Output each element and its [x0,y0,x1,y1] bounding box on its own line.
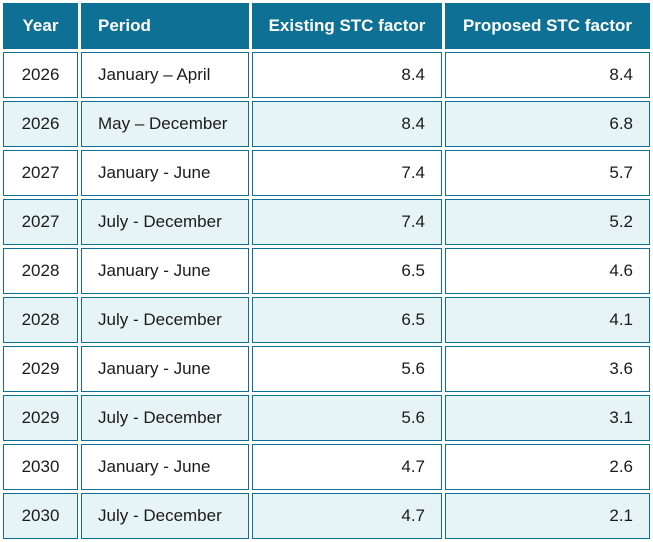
existing-cell: 7.4 [252,150,442,196]
year-cell: 2027 [3,199,78,245]
proposed-cell: 5.7 [445,150,650,196]
table-row: 2026 May – December 8.4 6.8 [3,101,650,147]
period-cell: July - December [81,395,249,441]
table-row: 2029 January - June 5.6 3.6 [3,346,650,392]
period-cell: January - June [81,444,249,490]
period-cell: January – April [81,52,249,98]
table-row: 2029 July - December 5.6 3.1 [3,395,650,441]
existing-cell: 4.7 [252,444,442,490]
table-row: 2027 July - December 7.4 5.2 [3,199,650,245]
column-header-year: Year [3,3,78,49]
table-row: 2026 January – April 8.4 8.4 [3,52,650,98]
proposed-cell: 5.2 [445,199,650,245]
existing-cell: 6.5 [252,297,442,343]
year-cell: 2026 [3,101,78,147]
table-row: 2030 July - December 4.7 2.1 [3,493,650,539]
column-header-existing-stc-factor: Existing STC factor [252,3,442,49]
proposed-cell: 3.1 [445,395,650,441]
period-cell: January - June [81,150,249,196]
table-row: 2030 January - June 4.7 2.6 [3,444,650,490]
period-cell: July - December [81,199,249,245]
column-header-proposed-stc-factor: Proposed STC factor [445,3,650,49]
existing-cell: 5.6 [252,346,442,392]
year-cell: 2026 [3,52,78,98]
proposed-cell: 6.8 [445,101,650,147]
year-cell: 2029 [3,346,78,392]
header-row: Year Period Existing STC factor Proposed… [3,3,650,49]
existing-cell: 5.6 [252,395,442,441]
year-cell: 2029 [3,395,78,441]
existing-cell: 8.4 [252,101,442,147]
column-header-period: Period [81,3,249,49]
existing-cell: 6.5 [252,248,442,294]
table-row: 2028 July - December 6.5 4.1 [3,297,650,343]
year-cell: 2030 [3,444,78,490]
period-cell: January - June [81,248,249,294]
year-cell: 2027 [3,150,78,196]
period-cell: May – December [81,101,249,147]
table-row: 2028 January - June 6.5 4.6 [3,248,650,294]
table-row: 2027 January - June 7.4 5.7 [3,150,650,196]
period-cell: July - December [81,297,249,343]
year-cell: 2028 [3,297,78,343]
year-cell: 2030 [3,493,78,539]
proposed-cell: 3.6 [445,346,650,392]
table-body: 2026 January – April 8.4 8.4 2026 May – Decem… [3,52,650,539]
existing-cell: 8.4 [252,52,442,98]
year-cell: 2028 [3,248,78,294]
proposed-cell: 4.1 [445,297,650,343]
existing-cell: 4.7 [252,493,442,539]
period-cell: July - December [81,493,249,539]
existing-cell: 7.4 [252,199,442,245]
proposed-cell: 2.6 [445,444,650,490]
period-cell: January - June [81,346,249,392]
proposed-cell: 4.6 [445,248,650,294]
proposed-cell: 8.4 [445,52,650,98]
proposed-cell: 2.1 [445,493,650,539]
